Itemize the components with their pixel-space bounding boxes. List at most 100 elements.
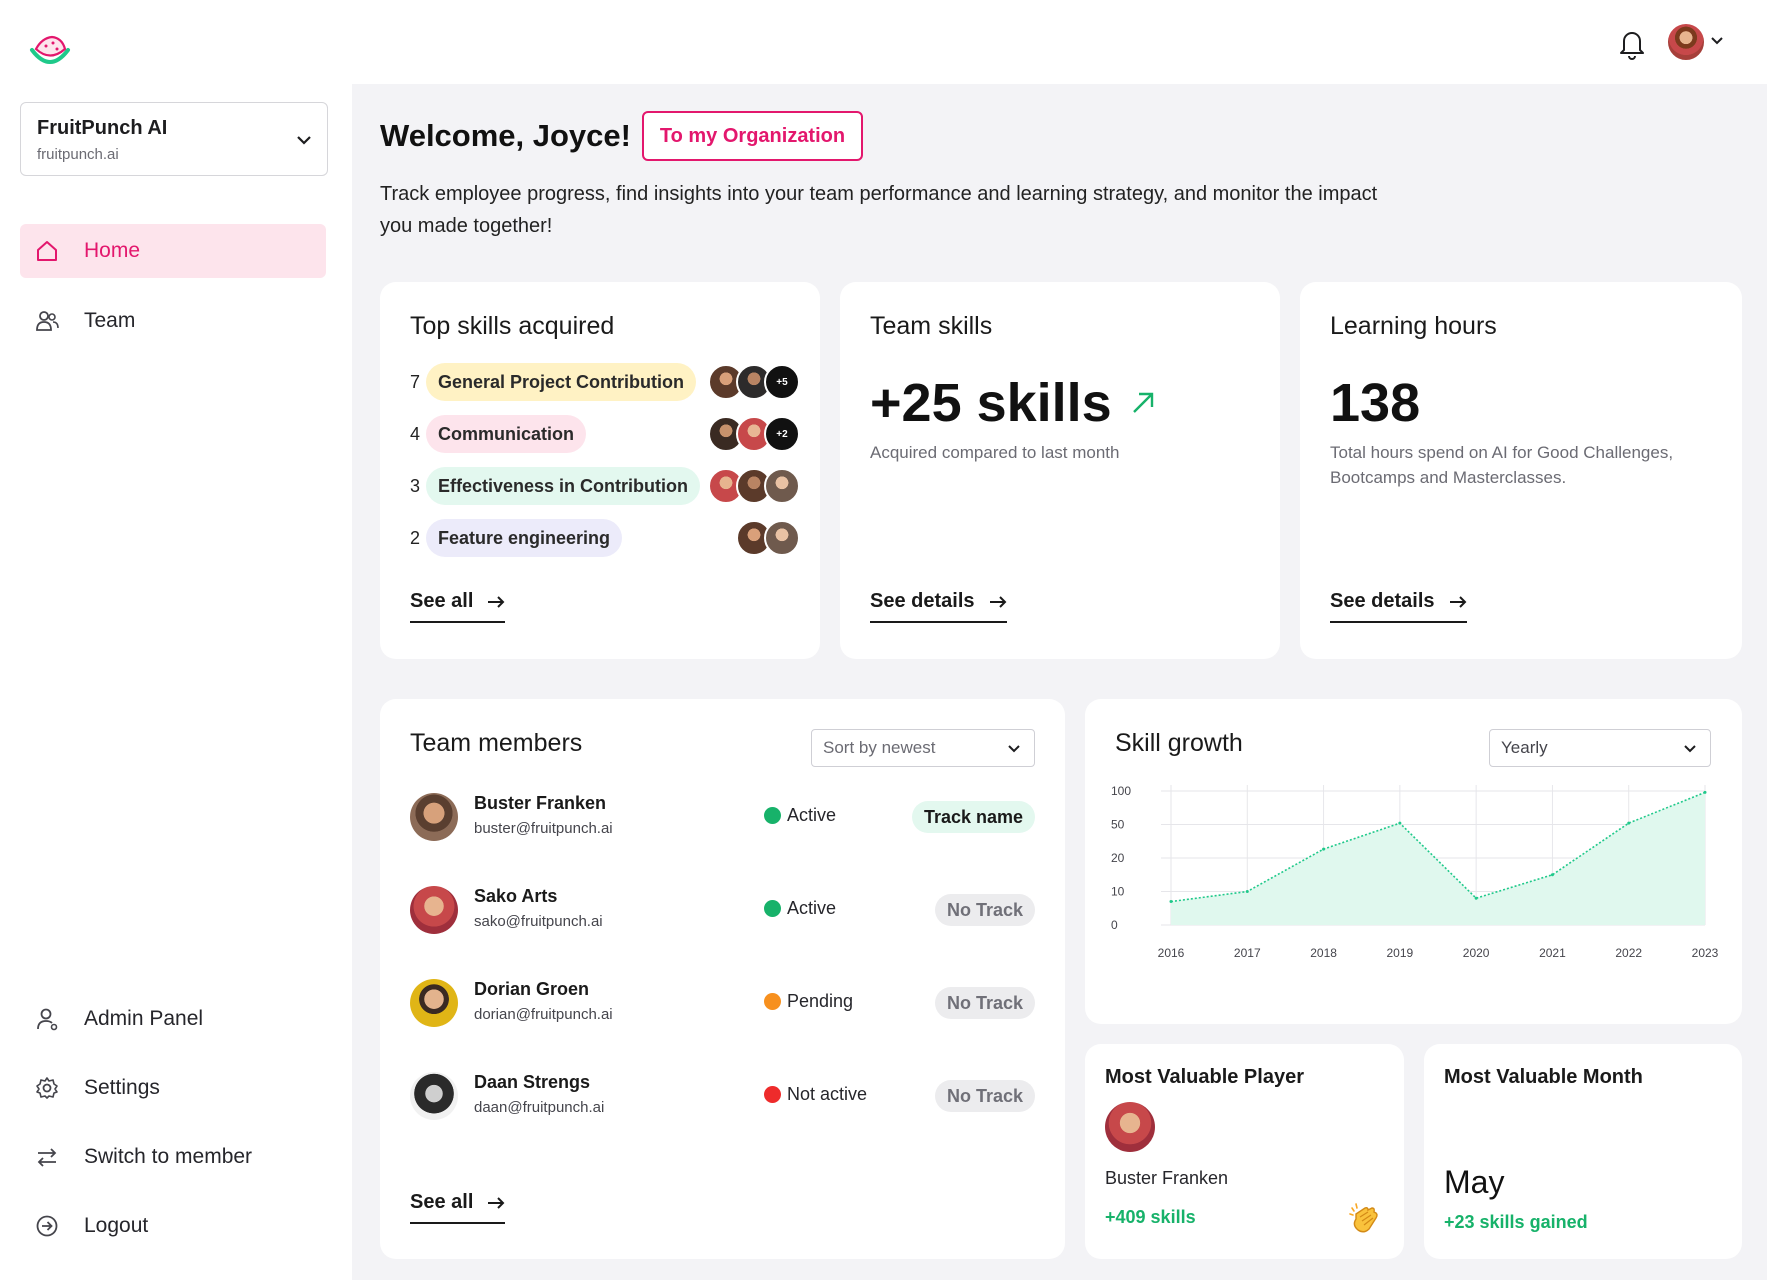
link-label: See all	[410, 590, 474, 612]
skill-growth-card: Skill growth Yearly 100 50 20 10 0 2016 2017 20…	[1085, 699, 1742, 1024]
gear-icon	[36, 1077, 58, 1099]
mvp-skills: +409 skills	[1105, 1207, 1196, 1227]
sidebar-item-logout[interactable]: Logout	[20, 1199, 326, 1253]
avatar-stack: +5	[708, 364, 800, 400]
chevron-down-icon	[1008, 745, 1020, 753]
see-details-team-skills-link[interactable]: See details	[870, 590, 1007, 623]
track-badge: No Track	[934, 894, 1035, 926]
x-tick-label: 2016	[1158, 946, 1185, 960]
learning-hours-card: Learning hours 138 Total hours spend on …	[1300, 282, 1742, 659]
card-title: Team skills	[870, 312, 993, 340]
status-badge: Pending	[764, 991, 853, 1012]
x-tick-label: 2019	[1387, 946, 1414, 960]
home-icon	[37, 241, 57, 261]
mvp-avatar[interactable]	[1105, 1102, 1155, 1152]
sidebar-item-label: Settings	[84, 1076, 160, 1099]
member-email: sako@fruitpunch.ai	[474, 913, 603, 930]
skill-pill: Effectiveness in Contribution	[426, 467, 701, 505]
avatar-stack	[736, 520, 800, 556]
x-tick-label: 2020	[1463, 946, 1490, 960]
skill-pill: Communication	[426, 415, 587, 453]
member-email: daan@fruitpunch.ai	[474, 1099, 605, 1116]
sidebar-item-label: Admin Panel	[84, 1007, 204, 1030]
to-my-organization-button[interactable]: To my Organization	[642, 111, 863, 161]
sidebar-item-home[interactable]: Home	[20, 224, 326, 278]
sidebar-item-team[interactable]: Team	[20, 294, 326, 348]
logout-icon	[36, 1215, 58, 1237]
most-valuable-player-card: Most Valuable Player Buster Franken +409…	[1085, 1044, 1404, 1259]
arrow-right-icon	[488, 595, 505, 608]
y-tick-label: 10	[1111, 885, 1125, 899]
avatar-stack: +2	[708, 416, 800, 452]
chart-data-point	[1474, 896, 1478, 900]
sidebar-item-label: Home	[84, 239, 141, 262]
users-icon	[36, 311, 59, 331]
team-member-row[interactable]: Daan Strengs daan@fruitpunch.ai Not acti…	[410, 1066, 1035, 1126]
main-content: Welcome, Joyce! To my Organization Track…	[352, 84, 1767, 1280]
link-label: See all	[410, 1191, 474, 1213]
member-name: Dorian Groen	[474, 979, 590, 999]
mvm-skills: +23 skills gained	[1444, 1212, 1588, 1232]
chart-data-point	[1169, 900, 1173, 904]
chart-series-line	[1170, 791, 1706, 903]
see-all-members-link[interactable]: See all	[410, 1191, 506, 1224]
status-dot	[764, 807, 781, 824]
status-dot	[764, 993, 781, 1010]
skill-row[interactable]: 3 Effectiveness in Contribution	[410, 467, 800, 505]
status-label: Active	[787, 805, 837, 825]
skill-count: 4	[410, 424, 421, 444]
member-name: Buster Franken	[474, 793, 607, 813]
status-label: Pending	[787, 991, 854, 1011]
top-skills-card: Top skills acquired 7 General Project Co…	[380, 282, 820, 659]
sort-value: Sort by newest	[823, 738, 936, 757]
skill-count: 3	[410, 476, 421, 496]
skill-count: 2	[410, 528, 421, 548]
x-tick-label: 2023	[1692, 946, 1719, 960]
x-tick-label: 2018	[1310, 946, 1337, 960]
skill-row[interactable]: 4 Communication +2	[410, 415, 800, 453]
team-member-row[interactable]: Sako Arts sako@fruitpunch.ai Active No T…	[410, 880, 1035, 940]
organization-selector[interactable]: FruitPunch AI fruitpunch.ai	[20, 102, 328, 176]
avatar	[764, 520, 800, 556]
organization-domain: fruitpunch.ai	[37, 146, 119, 163]
watermelon-logo-icon[interactable]	[28, 30, 72, 70]
track-badge: No Track	[934, 1080, 1035, 1112]
avatar	[410, 979, 458, 1027]
skill-row[interactable]: 7 General Project Contribution +5	[410, 363, 800, 401]
clapping-hands-icon	[1349, 1203, 1378, 1233]
user-avatar[interactable]	[1666, 22, 1706, 62]
organization-name: FruitPunch AI	[37, 117, 168, 139]
trend-up-arrow-icon	[1132, 392, 1153, 413]
skill-count: 7	[410, 372, 421, 392]
mvm-month: May	[1444, 1164, 1505, 1200]
bell-icon[interactable]	[1616, 26, 1648, 60]
x-tick-label: 2021	[1539, 946, 1566, 960]
arrow-right-icon	[989, 595, 1006, 608]
period-dropdown[interactable]: Yearly	[1489, 729, 1711, 767]
y-tick-label: 50	[1111, 818, 1125, 832]
intro-text: Track employee progress, find insights i…	[380, 183, 1378, 237]
chart-data-point	[1627, 821, 1631, 825]
team-member-row[interactable]: Dorian Groen dorian@fruitpunch.ai Pendin…	[410, 973, 1035, 1033]
track-badge: No Track	[934, 987, 1035, 1019]
switch-arrows-icon	[37, 1148, 57, 1167]
sidebar-item-switch-to-member[interactable]: Switch to member	[20, 1130, 326, 1184]
team-member-row[interactable]: Buster Franken buster@fruitpunch.ai Acti…	[410, 787, 1035, 847]
avatar	[410, 793, 458, 841]
period-value: Yearly	[1501, 738, 1548, 757]
sidebar-item-settings[interactable]: Settings	[20, 1061, 326, 1115]
chevron-down-icon[interactable]	[1710, 34, 1724, 48]
link-label: See details	[870, 590, 975, 612]
see-all-skills-link[interactable]: See all	[410, 590, 506, 623]
status-badge: Not active	[764, 1084, 867, 1105]
sidebar-item-admin-panel[interactable]: Admin Panel	[20, 992, 326, 1046]
see-details-learning-hours-link[interactable]: See details	[1330, 590, 1467, 623]
chart-data-point	[1703, 790, 1707, 794]
sort-dropdown[interactable]: Sort by newest	[811, 729, 1035, 767]
team-members-card: Team members Sort by newest Buster Frank…	[380, 699, 1065, 1259]
top-bar	[0, 0, 1767, 84]
avatar	[410, 886, 458, 934]
card-title: Skill growth	[1115, 729, 1243, 757]
skill-row[interactable]: 2 Feature engineering	[410, 519, 800, 557]
